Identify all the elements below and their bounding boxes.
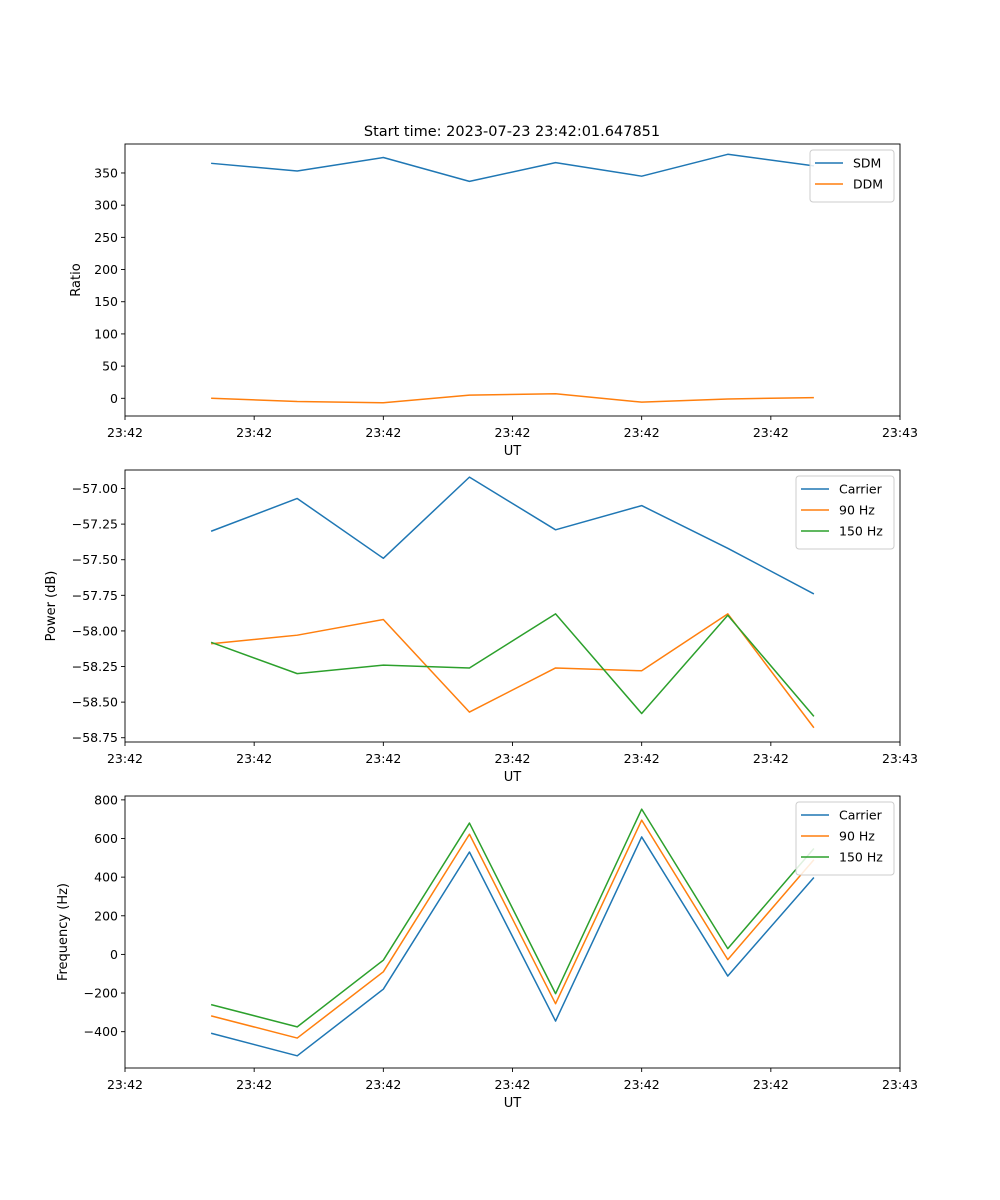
y-tick-label: 150 [94,294,118,309]
legend-label: 150 Hz [839,524,883,539]
legend-label: Carrier [839,482,883,497]
y-tick-label: 250 [94,230,118,245]
legend-label: SDM [853,156,881,171]
x-axis-label: UT [504,444,522,459]
x-tick-label: 23:42 [107,1077,143,1092]
series-line-carrier [210,476,815,595]
y-tick-label: −58.00 [72,623,118,638]
x-tick-label: 23:42 [753,751,789,766]
x-tick-label: 23:42 [236,1077,272,1092]
x-tick-label: 23:43 [882,1077,918,1092]
legend: Carrier 90 Hz 150 Hz [795,801,895,876]
series-line-sdm [211,153,814,183]
figure-title: Start time: 2023-07-23 23:42:01.647851 [364,124,660,140]
legend: Carrier 90 Hz 150 Hz [795,475,895,550]
x-tick-label: 23:42 [624,425,660,440]
x-tick-label: 23:42 [236,425,272,440]
chart-1: 23:42 23:42 23:42 23:42 23:42 23:42 23:43 0 50 10… [69,143,918,459]
y-tick-label: 200 [94,262,118,277]
x-tick-label: 23:42 [753,425,789,440]
y-tick-label: −58.75 [72,730,118,745]
legend-label: 90 Hz [839,829,875,844]
legend-label: 90 Hz [839,503,875,518]
y-tick-label: −58.25 [72,659,118,674]
plots: 23:42 23:42 23:42 23:42 23:42 23:42 23:43 0 50 10… [44,143,918,1111]
y-tick-label: 600 [94,831,118,846]
x-tick-label: 23:42 [753,1077,789,1092]
y-tick-label: −58.50 [72,695,118,710]
y-tick-label: −57.00 [72,481,118,496]
y-axis-label: Power (dB) [44,571,59,642]
y-axis-label: Frequency (Hz) [56,883,71,981]
y-tick-label: −200 [84,986,118,1001]
y-tick-label: 400 [94,870,118,885]
y-tick-label: −57.75 [72,588,118,603]
legend: SDM DDM [809,149,895,203]
x-tick-label: 23:42 [365,1077,401,1092]
chart-2: 23:42 23:42 23:42 23:42 23:42 23:42 23:43 −58.7… [44,469,918,785]
y-tick-label: 50 [102,359,118,374]
x-tick-label: 23:42 [624,751,660,766]
x-tick-label: 23:43 [882,425,918,440]
x-tick-label: 23:42 [365,425,401,440]
legend-label: DDM [853,177,883,192]
x-axis-label: UT [504,770,522,785]
series-line-90-hz [211,613,815,729]
y-tick-label: 100 [94,326,118,341]
x-tick-label: 23:42 [107,425,143,440]
x-tick-label: 23:42 [236,751,272,766]
y-tick-label: 0 [110,947,118,962]
series-line-ddm [211,393,814,404]
x-tick-label: 23:42 [494,1077,530,1092]
y-tick-label: −57.25 [72,517,118,532]
y-tick-label: −57.50 [72,552,118,567]
x-tick-label: 23:42 [624,1077,660,1092]
x-tick-label: 23:43 [882,751,918,766]
y-axis-label: Ratio [69,263,84,296]
series-line-150-hz [210,613,815,717]
x-tick-label: 23:42 [494,751,530,766]
y-tick-label: −400 [84,1024,118,1039]
legend-label: 150 Hz [839,850,883,865]
x-axis-label: UT [504,1096,522,1111]
y-tick-label: 0 [110,391,118,406]
chart-3: 23:42 23:42 23:42 23:42 23:42 23:42 23:43 −400 −… [56,792,918,1111]
series-line-carrier [210,836,815,1057]
series-line-150-hz [210,808,815,1028]
x-tick-label: 23:42 [107,751,143,766]
x-tick-label: 23:42 [494,425,530,440]
x-tick-label: 23:42 [365,751,401,766]
y-tick-label: 350 [94,165,118,180]
legend-label: Carrier [839,808,883,823]
y-tick-label: 800 [94,792,118,807]
series-line-90-hz [210,819,815,1039]
y-tick-label: 300 [94,198,118,213]
y-tick-label: 200 [94,908,118,923]
